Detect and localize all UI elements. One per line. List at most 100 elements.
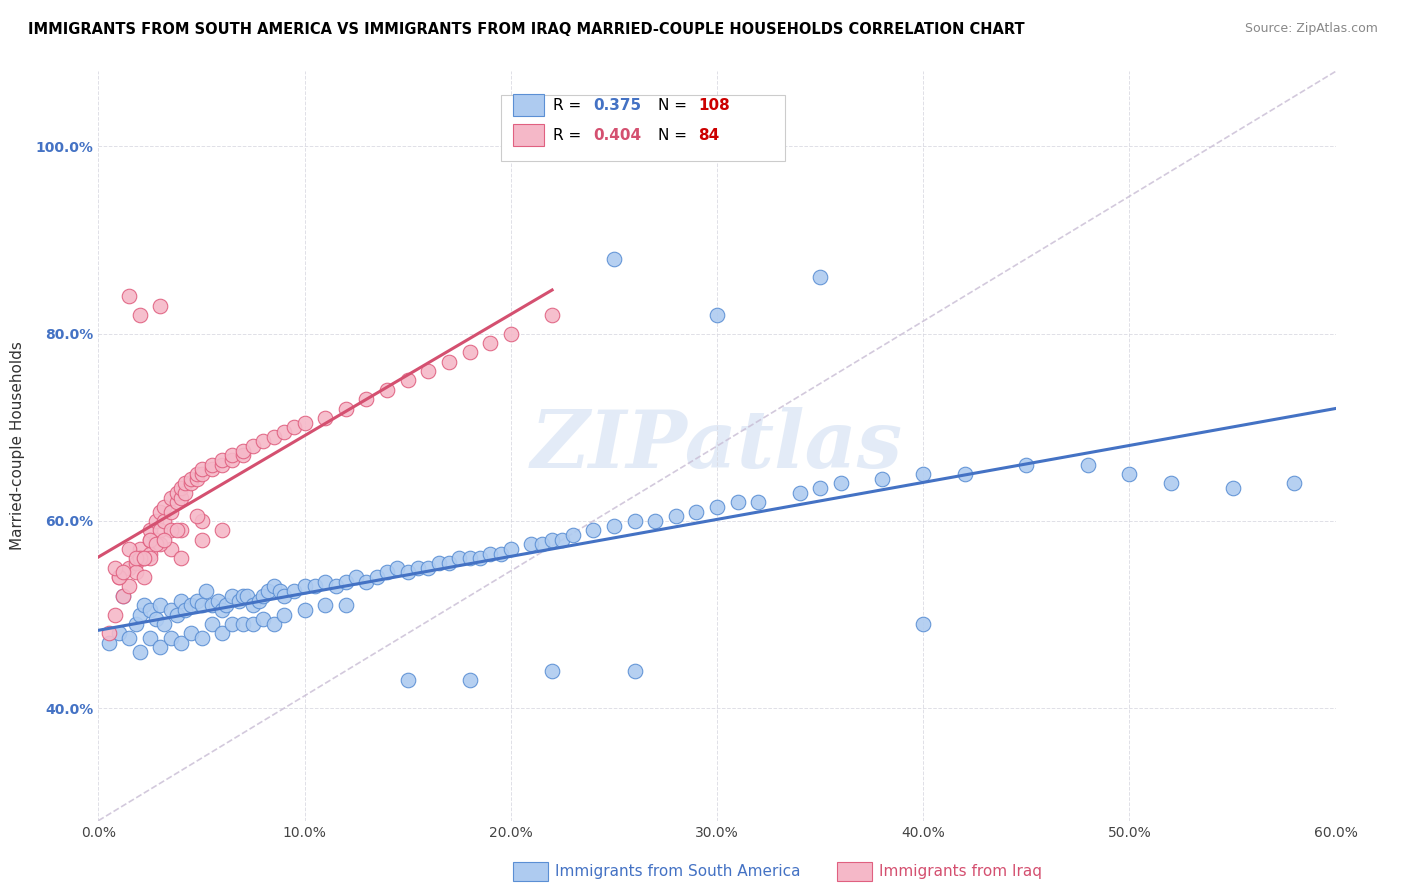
Point [541, 664, 564, 678]
Point [139, 551, 162, 566]
Point [449, 551, 471, 566]
Point [118, 561, 141, 575]
Text: Immigrants from South America: Immigrants from South America [555, 864, 801, 879]
Point [252, 434, 274, 449]
Point [149, 599, 172, 613]
Point [170, 481, 193, 495]
Point [186, 467, 208, 482]
Point [166, 495, 188, 509]
Point [252, 589, 274, 603]
Point [149, 640, 172, 655]
Point [623, 514, 645, 528]
Point [108, 626, 131, 640]
Point [190, 631, 212, 645]
Point [159, 491, 181, 505]
Point [124, 617, 146, 632]
Point [375, 566, 398, 580]
Point [706, 308, 728, 322]
FancyBboxPatch shape [501, 95, 785, 161]
Point [232, 617, 254, 632]
Point [124, 556, 146, 570]
Point [335, 401, 357, 416]
Point [603, 518, 626, 533]
Point [211, 458, 233, 472]
Point [221, 617, 243, 632]
Point [139, 533, 162, 547]
Point [228, 593, 250, 607]
Point [256, 584, 278, 599]
Point [356, 392, 378, 407]
Point [242, 439, 264, 453]
Point [139, 603, 162, 617]
Point [232, 443, 254, 458]
Point [108, 570, 131, 584]
Point [201, 462, 224, 476]
Point [190, 467, 212, 482]
Point [530, 537, 553, 551]
Point [211, 524, 233, 538]
Point [273, 607, 295, 622]
Point [159, 524, 181, 538]
Point [159, 542, 181, 557]
Point [145, 537, 167, 551]
Point [149, 524, 172, 538]
Point [170, 636, 193, 650]
Point [541, 533, 564, 547]
Point [263, 430, 285, 444]
Point [159, 631, 181, 645]
Point [396, 566, 419, 580]
Point [314, 411, 336, 425]
Point [215, 599, 238, 613]
Point [128, 308, 150, 322]
Point [180, 472, 202, 486]
Point [468, 551, 491, 566]
Point [283, 584, 305, 599]
Point [314, 574, 336, 589]
Point [108, 570, 131, 584]
Point [112, 566, 135, 580]
Point [149, 505, 172, 519]
Point [190, 533, 212, 547]
Point [1118, 467, 1140, 482]
Point [458, 345, 481, 359]
Point [166, 607, 188, 622]
Point [437, 355, 460, 369]
Point [1284, 476, 1306, 491]
Point [124, 551, 146, 566]
Text: ZIPatlas: ZIPatlas [531, 408, 903, 484]
Point [201, 617, 224, 632]
Point [153, 617, 176, 632]
Point [418, 364, 440, 378]
Point [1222, 481, 1244, 495]
Point [644, 514, 666, 528]
Point [211, 603, 233, 617]
Point [118, 289, 141, 303]
Point [149, 537, 172, 551]
Point [344, 570, 367, 584]
FancyBboxPatch shape [513, 94, 544, 116]
Point [170, 524, 193, 538]
Point [221, 589, 243, 603]
Point [294, 603, 316, 617]
Point [335, 599, 357, 613]
Point [190, 462, 212, 476]
Point [174, 476, 197, 491]
Point [159, 505, 181, 519]
Text: N =: N = [658, 97, 692, 112]
Point [706, 500, 728, 514]
Point [221, 449, 243, 463]
Point [139, 524, 162, 538]
Point [139, 631, 162, 645]
Point [145, 612, 167, 626]
Point [356, 574, 378, 589]
Point [489, 547, 512, 561]
Text: 0.404: 0.404 [593, 128, 641, 143]
Point [159, 603, 181, 617]
Text: N =: N = [658, 128, 692, 143]
Text: IMMIGRANTS FROM SOUTH AMERICA VS IMMIGRANTS FROM IRAQ MARRIED-COUPLE HOUSEHOLDS : IMMIGRANTS FROM SOUTH AMERICA VS IMMIGRA… [28, 22, 1025, 37]
Point [458, 673, 481, 688]
Point [174, 485, 197, 500]
Point [335, 574, 357, 589]
Point [166, 485, 188, 500]
Point [520, 537, 543, 551]
